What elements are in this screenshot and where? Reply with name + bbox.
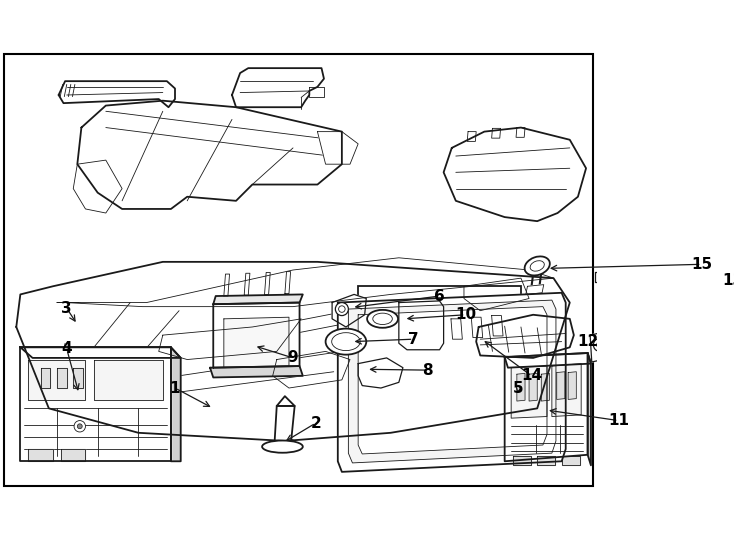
Ellipse shape [373,313,393,325]
Text: 9: 9 [288,350,298,366]
Polygon shape [529,373,537,401]
Polygon shape [541,373,550,401]
Polygon shape [232,68,324,107]
Polygon shape [568,372,576,400]
Polygon shape [77,100,342,209]
Polygon shape [399,301,443,350]
Polygon shape [358,307,547,454]
Bar [358,286,521,392]
Text: 11: 11 [608,413,629,428]
Polygon shape [16,262,570,441]
Ellipse shape [525,256,550,275]
Polygon shape [275,406,294,447]
Polygon shape [513,456,531,465]
Polygon shape [599,282,611,294]
Polygon shape [264,273,270,294]
Polygon shape [537,456,555,465]
Polygon shape [552,363,581,416]
Polygon shape [492,129,501,138]
Polygon shape [595,272,615,282]
Polygon shape [214,294,303,304]
Circle shape [338,306,345,312]
Polygon shape [224,274,230,296]
Polygon shape [349,300,556,463]
Polygon shape [588,353,591,465]
Circle shape [77,424,82,429]
Polygon shape [492,315,503,336]
Polygon shape [464,278,529,310]
Polygon shape [505,353,591,368]
Polygon shape [59,81,175,107]
Polygon shape [358,358,403,388]
Circle shape [593,339,606,352]
Text: 7: 7 [408,332,419,347]
Circle shape [335,302,349,315]
Text: 4: 4 [62,341,72,356]
Text: 5: 5 [513,381,524,395]
Polygon shape [338,293,566,472]
Polygon shape [451,319,462,339]
Polygon shape [73,160,122,213]
Text: 6: 6 [435,288,445,303]
Text: 1: 1 [170,381,181,395]
Text: 12: 12 [577,334,598,349]
Ellipse shape [326,329,366,355]
Polygon shape [244,273,250,295]
Polygon shape [332,294,366,327]
Polygon shape [210,366,303,377]
Text: 14: 14 [521,368,542,383]
Polygon shape [40,368,51,388]
Polygon shape [21,347,171,461]
Polygon shape [94,360,163,400]
Ellipse shape [367,310,398,328]
Text: 15: 15 [691,257,712,272]
Text: 13: 13 [722,273,734,288]
Polygon shape [562,456,580,465]
Polygon shape [443,127,586,221]
Ellipse shape [530,261,545,271]
Circle shape [74,421,85,432]
Text: 2: 2 [310,415,321,430]
Polygon shape [309,87,324,97]
Polygon shape [57,258,553,307]
Polygon shape [471,317,483,338]
Polygon shape [557,372,565,400]
Polygon shape [171,347,181,461]
Text: 10: 10 [455,307,476,322]
Polygon shape [526,285,544,294]
Polygon shape [272,352,350,388]
Polygon shape [277,396,294,406]
Text: 8: 8 [422,363,432,377]
Circle shape [597,342,603,348]
Polygon shape [29,449,53,461]
Polygon shape [285,272,291,294]
Polygon shape [61,449,85,461]
Polygon shape [159,319,301,360]
Text: 3: 3 [62,301,72,316]
Polygon shape [468,132,476,141]
Polygon shape [29,360,85,400]
Polygon shape [476,315,574,358]
Polygon shape [517,373,525,401]
Polygon shape [511,366,547,418]
Polygon shape [214,302,299,368]
Polygon shape [590,331,611,362]
Ellipse shape [262,441,303,453]
Polygon shape [317,132,358,164]
Polygon shape [57,368,67,388]
Polygon shape [516,127,525,137]
Polygon shape [224,317,289,368]
Polygon shape [21,347,181,358]
Ellipse shape [332,333,360,350]
Polygon shape [73,368,83,388]
Polygon shape [505,353,588,461]
